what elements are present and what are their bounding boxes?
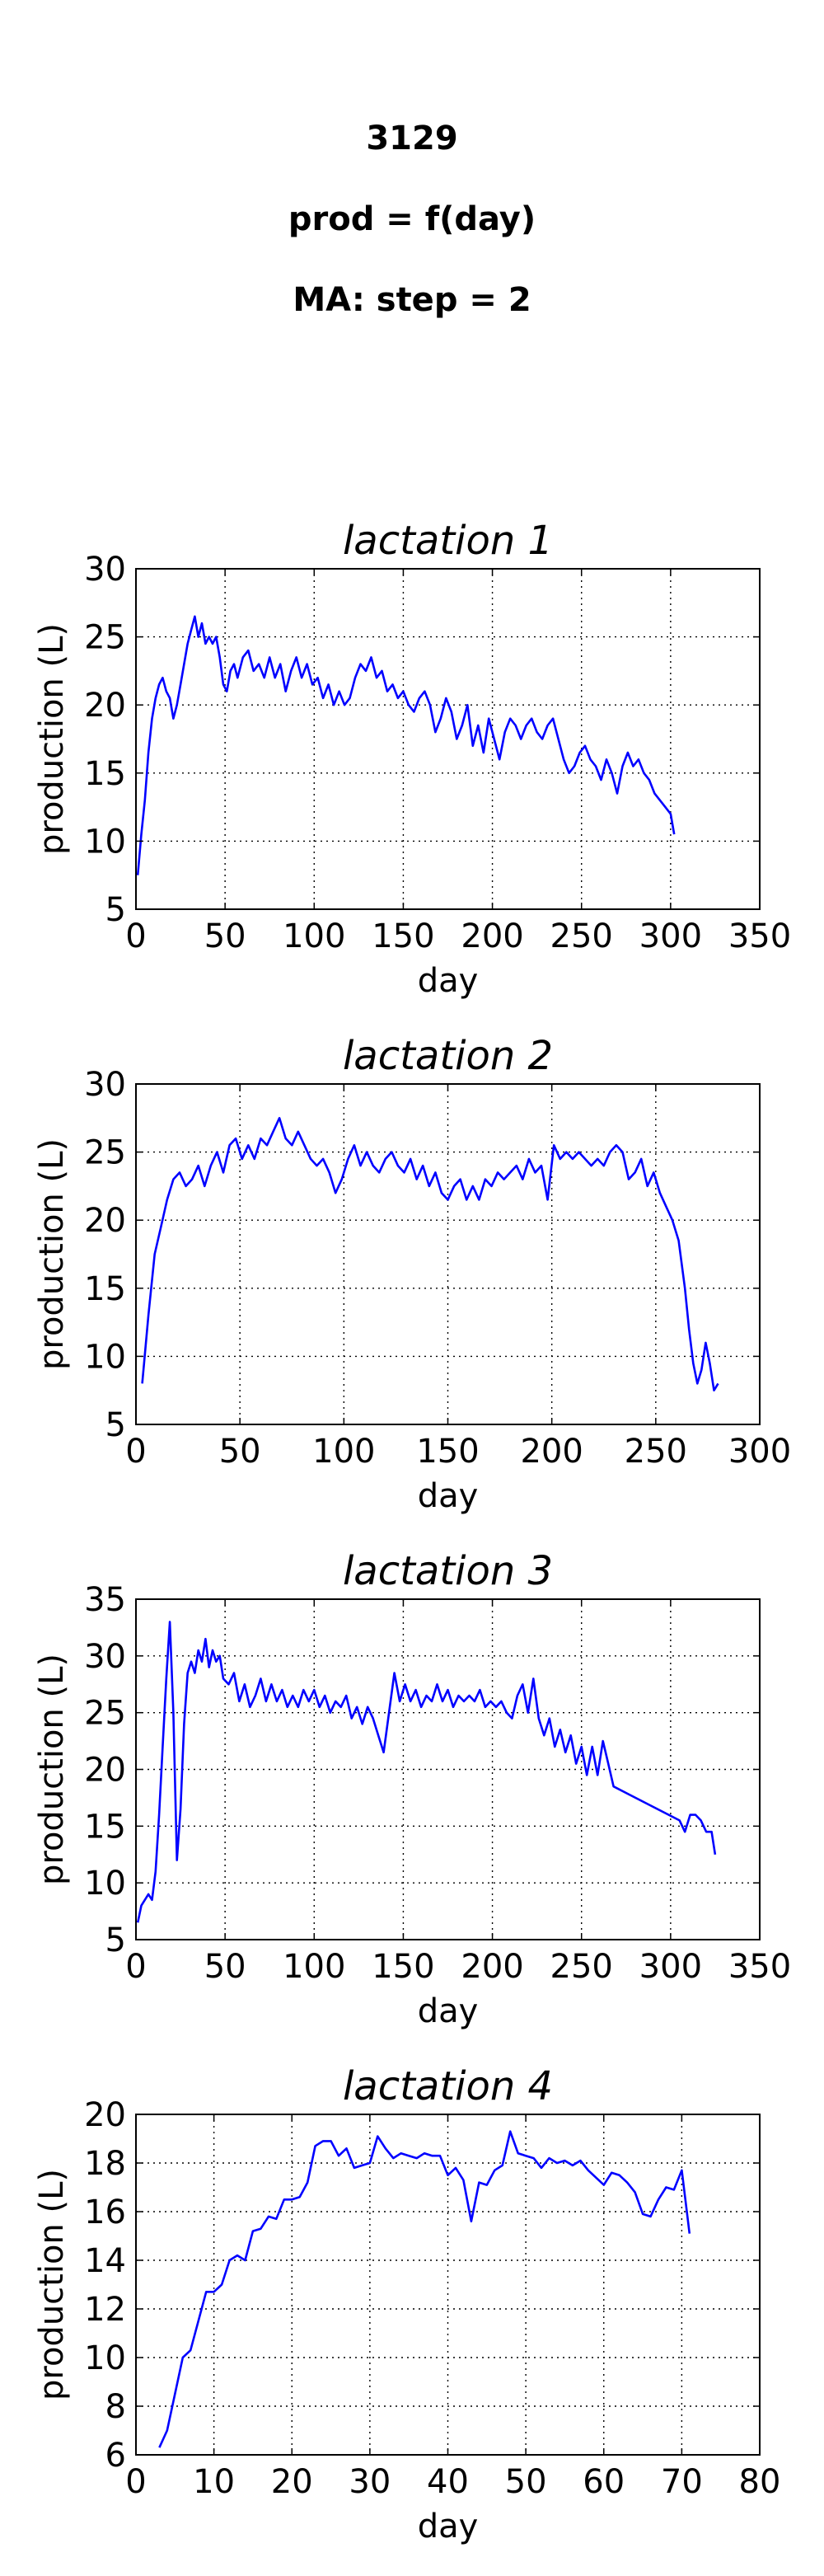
plot-frame [135, 568, 761, 910]
x-tick-label: 350 [728, 917, 791, 955]
y-axis-label: production (L) [33, 2169, 71, 2400]
chart-2: 0 50 100 150 200 250 300 5 10 15 20 25 30 lactation 2… [33, 1033, 791, 1515]
chart-1: 0 50 100 150 200 250 300 350 5 10 15 20 25 30 lactatio… [33, 518, 791, 1000]
x-tick-label: 250 [550, 1948, 613, 1986]
y-tick-label: 18 [84, 2145, 126, 2183]
x-axis-label: day [418, 1477, 479, 1515]
x-tick-label: 150 [372, 1948, 434, 1986]
chart-title: lactation 2 [343, 1033, 553, 1079]
series-line [158, 2130, 691, 2448]
y-tick-label: 15 [84, 755, 126, 793]
y-tick-label: 5 [105, 1921, 126, 1959]
x-tick-label: 150 [372, 917, 434, 955]
y-axis-label: production (L) [33, 1138, 71, 1370]
y-tick-label: 30 [84, 1638, 126, 1676]
x-tick-label: 100 [283, 917, 345, 955]
y-tick-label: 30 [84, 1066, 126, 1104]
x-tick-label: 350 [728, 1948, 791, 1986]
y-tick-label: 10 [84, 1865, 126, 1903]
series-line [136, 1621, 717, 1923]
x-tick-label: 200 [461, 1948, 523, 1986]
y-axis-label: production (L) [33, 1654, 71, 1885]
x-tick-label: 40 [427, 2463, 469, 2501]
y-tick-label: 10 [84, 823, 126, 861]
smoothing-title: MA: step = 2 [293, 281, 531, 319]
chart-3: 0 50 100 150 200 250 300 350 5 10 15 20 25 30 35 lactat… [33, 1548, 791, 2030]
x-tick-label: 0 [125, 2463, 146, 2501]
y-tick-label: 10 [84, 1338, 126, 1376]
y-tick-label: 25 [84, 619, 126, 657]
x-tick-label: 60 [583, 2463, 625, 2501]
y-tick-label: 12 [84, 2291, 126, 2329]
x-axis-label: day [418, 962, 479, 1000]
y-tick-label: 25 [84, 1695, 126, 1733]
x-tick-label: 70 [661, 2463, 703, 2501]
figure-header: 3129 prod = f(day) MA: step = 2 [0, 0, 824, 462]
y-tick-label: 35 [84, 1581, 126, 1619]
y-tick-label: 20 [84, 1202, 126, 1240]
y-tick-label: 16 [84, 2194, 126, 2231]
x-tick-label: 0 [125, 1948, 146, 1986]
y-tick-label: 25 [84, 1134, 126, 1172]
chart-title: lactation 1 [343, 518, 553, 564]
x-tick-label: 50 [204, 917, 246, 955]
x-tick-label: 300 [728, 1433, 791, 1471]
x-tick-label: 0 [125, 917, 146, 955]
x-tick-label: 200 [461, 917, 523, 955]
x-tick-label: 200 [520, 1433, 583, 1471]
x-tick-label: 50 [505, 2463, 547, 2501]
chart-title: lactation 4 [343, 2063, 553, 2109]
x-tick-label: 0 [125, 1433, 146, 1471]
chart-title: lactation 3 [343, 1548, 553, 1594]
y-tick-label: 15 [84, 1808, 126, 1846]
y-tick-label: 20 [84, 1752, 126, 1790]
y-tick-label: 5 [105, 891, 126, 929]
x-tick-label: 30 [349, 2463, 391, 2501]
chart-4: 0 10 20 30 40 50 60 70 80 6 8 10 12 14 16 18 20 lactation… [33, 2063, 780, 2546]
y-tick-label: 5 [105, 1406, 126, 1444]
x-tick-label: 20 [271, 2463, 313, 2501]
x-tick-label: 10 [193, 2463, 235, 2501]
series-line [141, 1117, 719, 1391]
y-tick-label: 30 [84, 551, 126, 589]
x-tick-label: 50 [204, 1948, 246, 1986]
x-tick-label: 150 [416, 1433, 479, 1471]
x-axis-label: day [418, 2508, 479, 2546]
x-tick-label: 100 [312, 1433, 375, 1471]
x-tick-label: 300 [639, 1948, 702, 1986]
x-tick-label: 80 [739, 2463, 781, 2501]
formula-title: prod = f(day) [288, 200, 536, 238]
y-tick-label: 8 [105, 2388, 126, 2426]
cow-id-title: 3129 [366, 120, 458, 157]
x-tick-label: 100 [283, 1948, 345, 1986]
x-tick-label: 50 [219, 1433, 261, 1471]
y-axis-label: production (L) [33, 623, 71, 855]
y-tick-label: 20 [84, 2096, 126, 2134]
y-tick-label: 10 [84, 2339, 126, 2377]
x-tick-label: 250 [550, 917, 613, 955]
x-tick-label: 250 [625, 1433, 687, 1471]
x-axis-label: day [418, 1992, 479, 2030]
y-tick-label: 6 [105, 2437, 126, 2475]
x-tick-label: 300 [639, 917, 702, 955]
y-tick-label: 14 [84, 2242, 126, 2280]
series-line [136, 615, 676, 875]
y-tick-label: 15 [84, 1270, 126, 1308]
y-tick-label: 20 [84, 687, 126, 725]
